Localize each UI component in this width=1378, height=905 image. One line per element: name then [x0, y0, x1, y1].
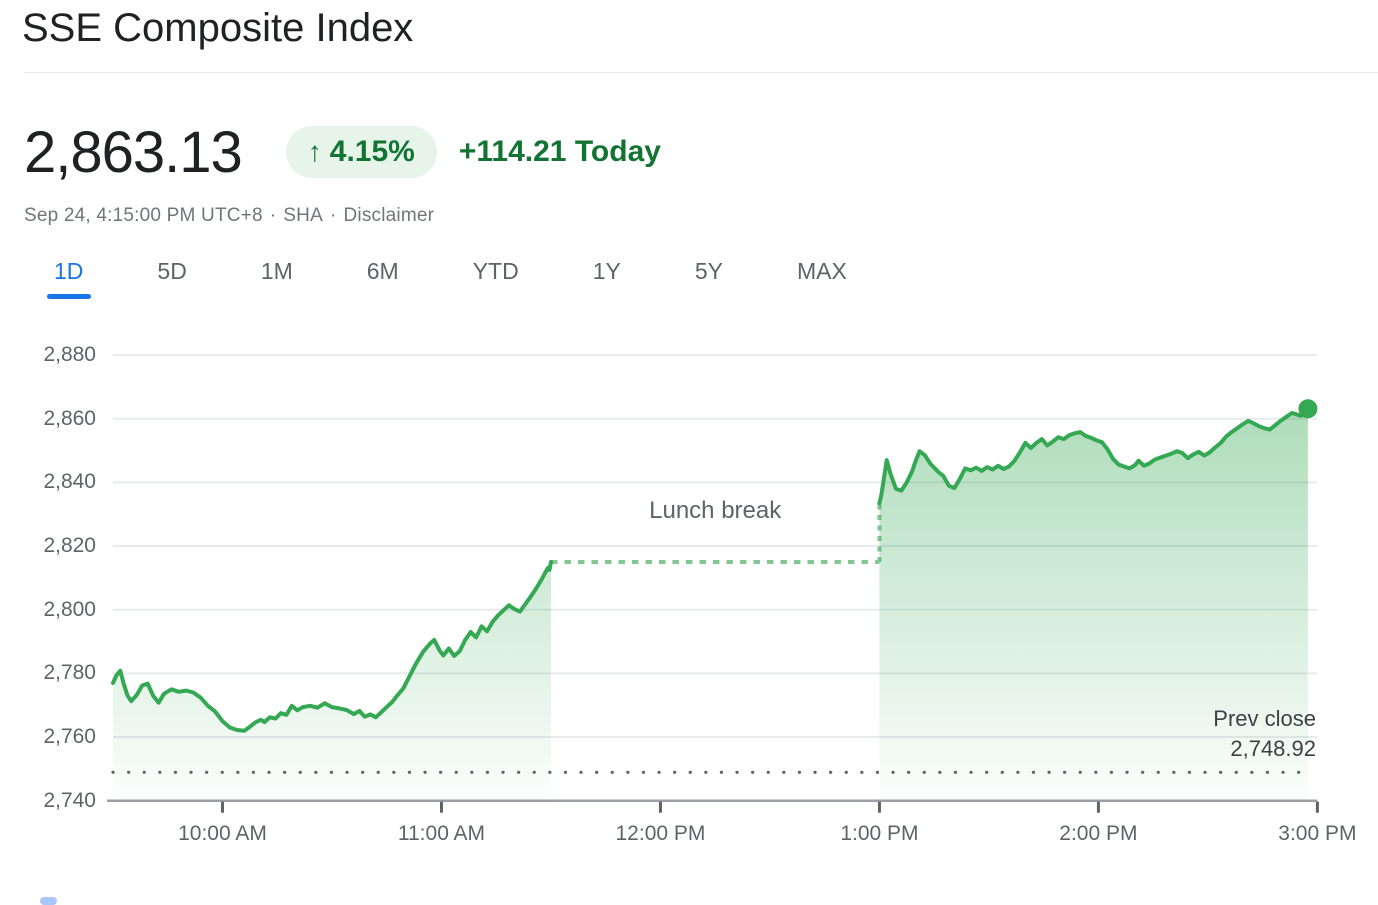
title-divider [24, 72, 1378, 73]
x-axis-label: 10:00 AM [178, 822, 267, 845]
change-percent-badge: ↑ 4.15% [285, 126, 437, 178]
x-axis-label: 3:00 PM [1278, 822, 1357, 845]
chart-line-morning [111, 560, 553, 733]
disclaimer-link[interactable]: Disclaimer [343, 205, 435, 226]
y-axis-label: 2,880 [43, 343, 96, 367]
y-axis-label: 2,820 [43, 534, 96, 558]
change-today-value: +114.21 Today [458, 135, 661, 168]
prev-close-label: Prev close [1213, 706, 1316, 732]
up-arrow-icon: ↑ [307, 136, 322, 167]
y-axis-label: 2,760 [43, 725, 96, 749]
tab-1y[interactable]: 1Y [592, 258, 621, 284]
prev-close-annotation: Prev close 2,748.92 [1213, 704, 1316, 764]
tab-5y[interactable]: 5Y [694, 258, 723, 284]
x-axis-label: 1:00 PM [840, 822, 919, 845]
last-price-dot [1298, 399, 1318, 419]
change-percent-value: 4.15% [329, 135, 415, 168]
lunch-break-label: Lunch break [649, 496, 782, 524]
tab-max[interactable]: MAX [797, 258, 847, 284]
y-axis-label: 2,840 [43, 470, 96, 494]
tab-6m[interactable]: 6M [366, 258, 399, 284]
meta-separator: · [329, 205, 337, 226]
quote-row: 2,863.13 ↑ 4.15% +114.21 Today [24, 118, 661, 186]
chart-area-fill-morning [113, 562, 551, 801]
x-axis-label: 12:00 PM [615, 822, 706, 845]
meta-separator: · [269, 205, 277, 226]
tab-ytd[interactable]: YTD [472, 258, 519, 284]
price-value: 2,863.13 [24, 119, 243, 185]
chart-area-fill-afternoon [879, 408, 1308, 801]
quote-meta: Sep 24, 4:15:00 PM UTC+8 · SHA · Disclaimer [24, 205, 434, 227]
below-fold-element-peek [40, 897, 57, 905]
y-axis-label: 2,780 [43, 661, 96, 685]
exchange-code: SHA [283, 205, 323, 226]
y-axis-label: 2,740 [43, 788, 96, 812]
x-axis-label: 11:00 AM [397, 822, 486, 845]
x-axis-label: 2:00 PM [1059, 822, 1138, 845]
tab-1m[interactable]: 1M [260, 258, 293, 284]
y-axis-label: 2,860 [43, 406, 96, 430]
prev-close-value: 2,748.92 [1230, 736, 1316, 762]
y-axis-label: 2,800 [43, 597, 96, 621]
tab-5d[interactable]: 5D [157, 258, 187, 284]
tab-1d[interactable]: 1D [53, 252, 84, 299]
chart-line-afternoon [877, 406, 1310, 506]
time-range-tabs: 1D 5D 1M 6M YTD 1Y 5Y MAX [53, 252, 848, 299]
page-title: SSE Composite Index [22, 6, 414, 50]
quote-timestamp: Sep 24, 4:15:00 PM UTC+8 [24, 205, 263, 226]
